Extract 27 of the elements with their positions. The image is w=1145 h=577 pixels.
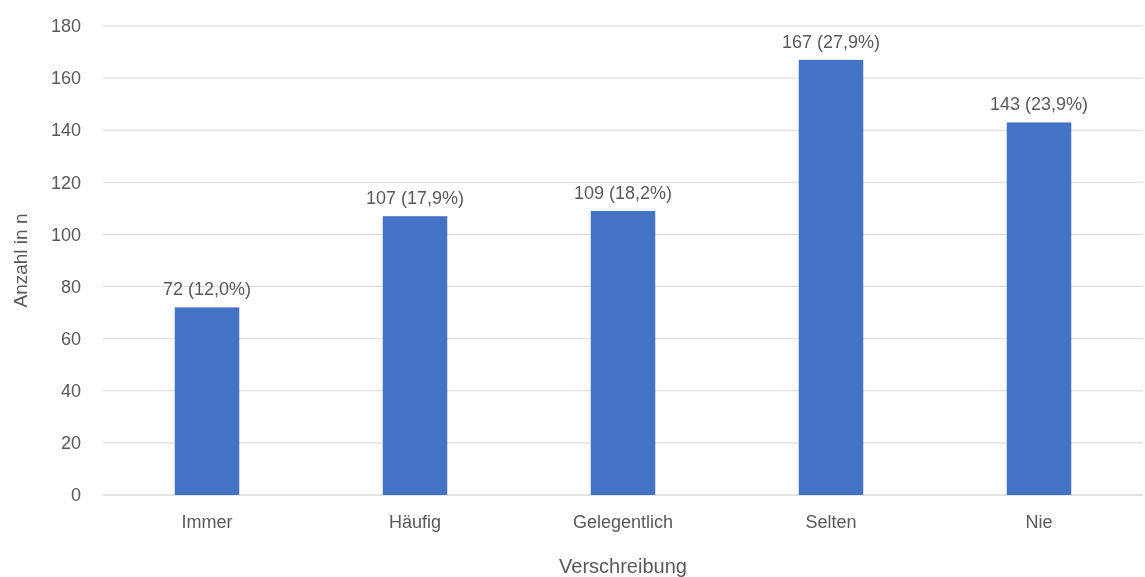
y-tick-label: 120: [50, 172, 81, 193]
data-label: 109 (18,2%): [573, 182, 673, 203]
y-tick-label: 60: [60, 328, 81, 349]
x-tick-label: Selten: [805, 511, 857, 532]
y-tick-label: 180: [50, 16, 81, 37]
x-axis-title: Verschreibung: [559, 555, 687, 577]
bar: [174, 307, 240, 495]
x-tick-label: Immer: [181, 511, 233, 532]
data-label: 143 (23,9%): [989, 94, 1089, 115]
bar: [382, 216, 448, 495]
y-tick-label: 0: [70, 485, 81, 506]
data-label: 107 (17,9%): [365, 188, 465, 209]
y-axis-title: Anzahl in n: [10, 213, 31, 308]
y-tick-label: 140: [50, 120, 81, 141]
bar: [798, 59, 864, 495]
bar: [590, 210, 656, 495]
y-tick-label: 160: [50, 68, 81, 89]
data-label: 167 (27,9%): [781, 31, 881, 52]
y-tick-label: 100: [50, 224, 81, 245]
y-tick-label: 40: [60, 381, 81, 402]
bar: [1006, 122, 1072, 495]
y-tick-label: 20: [60, 433, 81, 454]
data-label: 72 (12,0%): [162, 279, 252, 300]
x-tick-label: Gelegentlich: [572, 511, 674, 532]
y-tick-label: 80: [60, 276, 81, 297]
x-tick-label: Nie: [1025, 511, 1053, 532]
x-tick-label: Häufig: [388, 511, 442, 532]
